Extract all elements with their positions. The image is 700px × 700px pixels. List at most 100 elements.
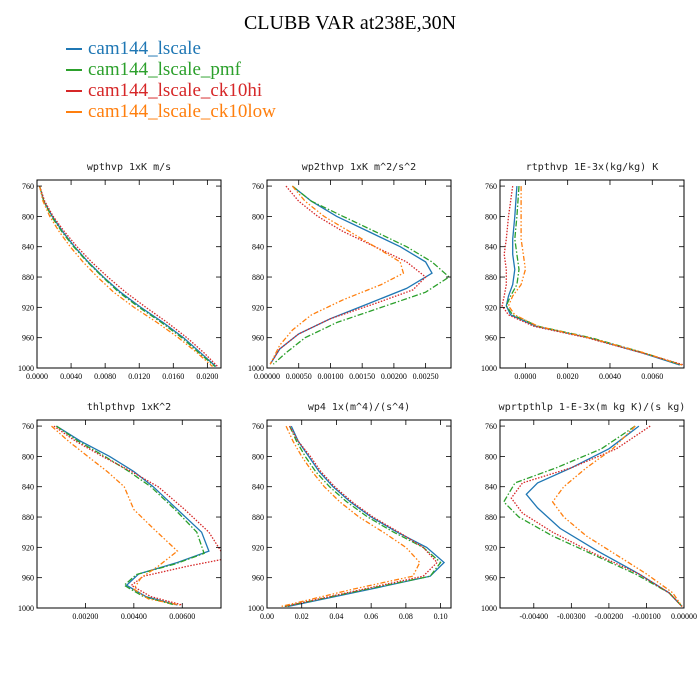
x-tick-label: 0.0040 bbox=[599, 372, 621, 381]
y-tick-label: 840 bbox=[22, 483, 34, 492]
series-line bbox=[38, 185, 216, 367]
x-tick-label: 0.00200 bbox=[72, 612, 98, 621]
panel-title: wpthvp 1xK m/s bbox=[87, 162, 171, 173]
y-tick-label: 840 bbox=[252, 483, 264, 492]
y-tick-label: 800 bbox=[252, 212, 264, 221]
legend-label: cam144_lscale_ck10hi bbox=[88, 79, 263, 101]
y-tick-label: 760 bbox=[485, 182, 497, 191]
x-tick-label: 0.04 bbox=[329, 612, 343, 621]
x-tick-label: 0.0160 bbox=[162, 372, 184, 381]
x-tick-label: 0.00600 bbox=[169, 612, 195, 621]
chart-panel: wp2thvp 1xK m^2/s^2 760 800 840 880 920 960 100… bbox=[248, 162, 452, 381]
legend-label: cam144_lscale_pmf bbox=[88, 58, 242, 80]
y-tick-label: 960 bbox=[22, 334, 34, 343]
series-line bbox=[269, 185, 433, 365]
x-tick-label: -0.00400 bbox=[519, 612, 548, 621]
x-tick-label: 0.00400 bbox=[121, 612, 147, 621]
y-tick-label: 960 bbox=[252, 574, 264, 583]
x-tick-label: 0.0080 bbox=[94, 372, 116, 381]
x-tick-label: 0.0000 bbox=[26, 372, 48, 381]
series-line bbox=[284, 425, 442, 608]
x-tick-label: 0.02 bbox=[295, 612, 309, 621]
legend-swatch bbox=[66, 68, 82, 71]
y-tick-label: 920 bbox=[485, 543, 497, 552]
panel-title: wprtpthlp 1-E-3x(m kg K)/(s kg) bbox=[499, 402, 686, 413]
plot-frame bbox=[499, 419, 685, 609]
x-tick-label: 0.00 bbox=[260, 612, 274, 621]
y-tick-label: 760 bbox=[22, 182, 34, 191]
legend: cam144_lscale cam144_lscale_pmf cam144_lsc… bbox=[66, 38, 276, 122]
plot-frame bbox=[499, 179, 685, 369]
chart-panel: wp4 1x(m^4)/(s^4)76080084088092096010000… bbox=[248, 402, 452, 621]
y-tick-label: 1000 bbox=[248, 604, 264, 613]
series-line bbox=[56, 425, 210, 606]
y-tick-label: 800 bbox=[252, 452, 264, 461]
legend-item: cam144_lscale_ck10low bbox=[66, 101, 276, 122]
x-tick-label: 0.00000 bbox=[671, 612, 697, 621]
y-tick-label: 800 bbox=[485, 212, 497, 221]
y-tick-label: 920 bbox=[22, 543, 34, 552]
y-tick-label: 960 bbox=[22, 574, 34, 583]
series-line bbox=[38, 185, 213, 367]
y-tick-label: 1000 bbox=[248, 364, 264, 373]
y-tick-label: 760 bbox=[485, 422, 497, 431]
x-tick-label: 0.0020 bbox=[557, 372, 579, 381]
legend-label: cam144_lscale_ck10low bbox=[88, 100, 276, 122]
x-tick-label: -0.00100 bbox=[632, 612, 661, 621]
plot-frame bbox=[36, 419, 222, 609]
y-tick-label: 840 bbox=[22, 243, 34, 252]
series-line bbox=[287, 425, 446, 608]
x-tick-label: -0.00300 bbox=[557, 612, 586, 621]
x-tick-label: 0.00050 bbox=[286, 372, 312, 381]
x-tick-label: 0.0040 bbox=[60, 372, 82, 381]
y-tick-label: 800 bbox=[22, 212, 34, 221]
x-tick-label: -0.00200 bbox=[595, 612, 624, 621]
y-tick-label: 920 bbox=[485, 303, 497, 312]
y-tick-label: 1000 bbox=[18, 364, 34, 373]
series-line bbox=[501, 186, 684, 366]
y-tick-label: 920 bbox=[252, 543, 264, 552]
x-tick-label: 0.08 bbox=[399, 612, 413, 621]
x-tick-label: 0.0200 bbox=[196, 372, 218, 381]
series-line bbox=[507, 186, 683, 366]
y-tick-label: 960 bbox=[485, 334, 497, 343]
x-tick-label: 0.00250 bbox=[413, 372, 439, 381]
y-tick-label: 880 bbox=[22, 513, 34, 522]
y-tick-label: 1000 bbox=[481, 364, 497, 373]
y-tick-label: 840 bbox=[252, 243, 264, 252]
chart-panel: wpthvp 1xK m/s76080084088092096010000.00… bbox=[18, 162, 222, 381]
series-line bbox=[272, 185, 451, 365]
y-tick-label: 880 bbox=[252, 273, 264, 282]
y-tick-label: 1000 bbox=[481, 604, 497, 613]
legend-item: cam144_lscale_ck10hi bbox=[66, 80, 276, 101]
y-tick-label: 880 bbox=[485, 273, 497, 282]
y-tick-label: 960 bbox=[485, 574, 497, 583]
y-tick-label: 800 bbox=[485, 452, 497, 461]
x-tick-label: 0.0060 bbox=[641, 372, 663, 381]
y-tick-label: 880 bbox=[22, 273, 34, 282]
plot-frame bbox=[36, 179, 222, 369]
y-tick-label: 880 bbox=[485, 513, 497, 522]
series-line bbox=[38, 185, 217, 367]
series-line bbox=[280, 425, 421, 608]
series-line bbox=[505, 186, 683, 366]
x-tick-label: 0.0000 bbox=[514, 372, 536, 381]
x-tick-label: 0.06 bbox=[364, 612, 378, 621]
x-tick-label: 0.10 bbox=[434, 612, 448, 621]
plot-frame bbox=[266, 179, 452, 369]
legend-swatch bbox=[66, 47, 82, 50]
y-tick-label: 1000 bbox=[18, 604, 34, 613]
legend-swatch bbox=[66, 89, 82, 92]
figure-title: CLUBB VAR at238E,30N bbox=[243, 12, 457, 34]
series-line bbox=[51, 425, 180, 606]
panel-title: wp4 1x(m^4)/(s^4) bbox=[308, 402, 410, 413]
panel-title: rtpthvp 1E-3x(kg/kg) K bbox=[526, 162, 658, 173]
series-line bbox=[269, 185, 405, 365]
legend-label: cam144_lscale bbox=[88, 37, 201, 59]
y-tick-label: 840 bbox=[485, 243, 497, 252]
panel-title: thlpthvp 1xK^2 bbox=[87, 402, 171, 413]
series-line bbox=[525, 425, 683, 607]
series-line bbox=[38, 185, 219, 367]
